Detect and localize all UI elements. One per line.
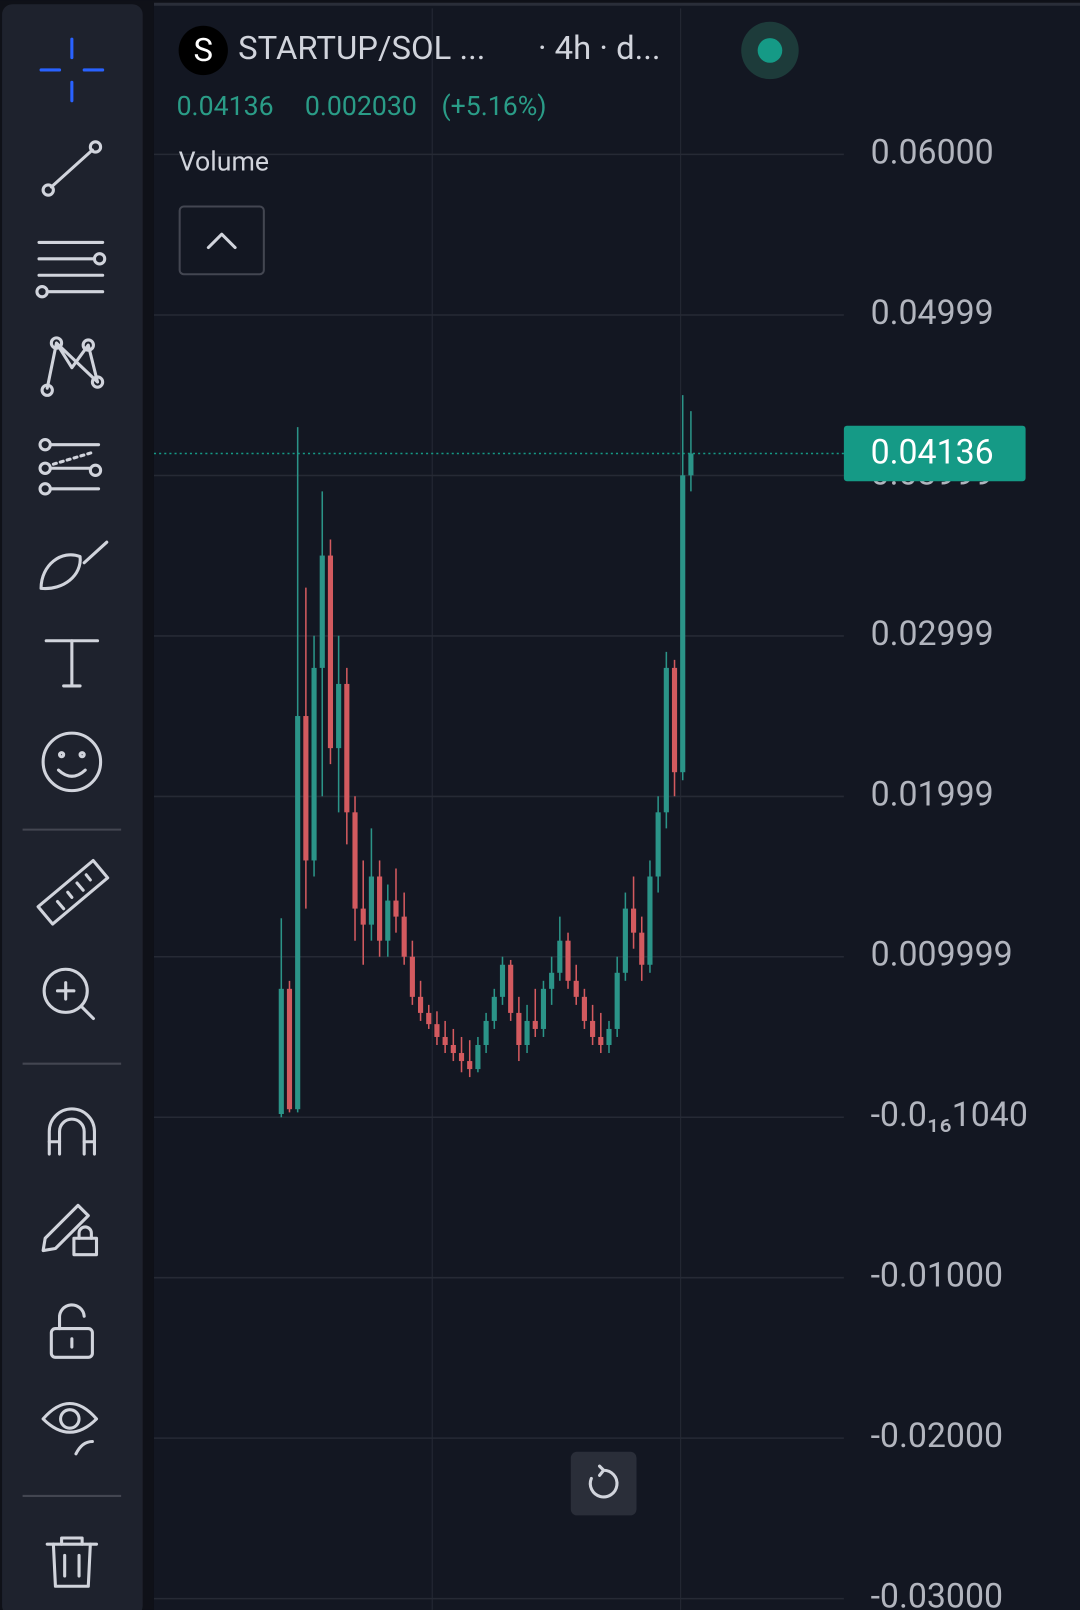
candle-body [344,683,350,813]
candle-body [377,876,383,941]
symbol-icon[interactable] [178,25,228,76]
candle-body [524,1020,530,1046]
candle-body [581,996,587,1021]
collapse-button[interactable] [178,205,265,276]
lock-drawings-tool[interactable] [41,1203,99,1257]
visibility-tool[interactable] [41,1402,99,1456]
y-tick-label: 0.04999 [871,294,994,333]
lock-tool[interactable] [49,1303,94,1359]
emoji-tool[interactable] [41,731,103,793]
candle-body [590,1020,596,1037]
candle-body [368,876,374,925]
candle-body [352,812,358,909]
candle-body [598,1036,604,1046]
candle-body [549,972,555,989]
candle-body [647,876,653,965]
candle-body [532,1020,538,1029]
candle-body [614,972,620,1029]
y-tick-label: 0.06000 [871,133,994,172]
candle-body [458,1053,465,1062]
y-tick-label: -0.03000 [871,1578,1003,1610]
candle-body [442,1036,448,1046]
indicator-name[interactable]: Volume [179,145,269,177]
crosshair-tool[interactable] [39,37,105,103]
y-tick-label: -0.01000 [871,1257,1003,1296]
candle-body [573,980,579,997]
delete-tool[interactable] [45,1536,99,1588]
candle-body [434,1024,440,1037]
grid [153,153,844,1600]
candle-body [483,1020,489,1046]
candle-body [655,812,661,877]
interval[interactable]: · 4h · d... [538,30,661,68]
candle-body [295,716,301,1110]
reset-icon [588,1464,619,1499]
change: 0.002030 [305,90,417,122]
ruler-tool[interactable] [36,858,110,926]
reset-button[interactable] [570,1451,637,1516]
magnet-tool[interactable] [47,1107,96,1156]
collapse-icon [206,232,237,250]
candle-body [622,908,628,973]
candle-body [336,683,342,749]
candle-body [319,555,325,668]
candle-body [401,916,407,957]
last-price-label: 0.04136 [871,433,994,472]
price-axis: 0.060000.049990.039990.029990.019990.009… [871,133,1028,1610]
candle-body [475,1045,481,1070]
toolbar [2,4,143,1610]
candle-body [663,667,669,813]
candle-body [630,908,637,933]
candle-body [286,988,293,1110]
candle-body [311,667,317,861]
pattern-tool[interactable] [40,336,105,397]
fib-tool[interactable] [35,240,107,299]
candle-body [540,988,547,1029]
candle-body [606,1028,612,1046]
y-tick-label: 0.009999 [871,936,1013,975]
symbol-name[interactable]: STARTUP/SOL ... [238,30,485,68]
symbol-icon-letter: S [194,32,214,70]
candle-body [327,555,334,749]
candle-body [680,475,686,773]
candle-body [508,964,514,1013]
candle-body [360,908,366,925]
y-tick-label: 0.01999 [871,775,994,814]
y-tick-label: -0.02000 [871,1417,1003,1456]
brush-tool[interactable] [39,540,109,590]
y-tick-label: 0.02999 [871,615,994,654]
last-price-header: 0.04136 [177,90,274,122]
text-tool[interactable] [44,639,100,688]
trend-line-tool[interactable] [41,140,103,197]
candle-body [491,996,497,1021]
candle-body [499,964,506,997]
candle-body [417,996,424,1013]
candle-body [450,1045,456,1054]
candles [278,395,694,1118]
prediction-tool[interactable] [38,437,103,496]
status-dot [757,38,783,63]
candle-body [426,1012,432,1025]
candle-body [565,940,571,981]
candle-body [393,900,399,917]
candle-body [467,1061,473,1070]
change-percent: (+5.16%) [441,90,546,122]
candle-body [639,932,645,965]
candle-body [557,940,563,973]
candle-body [409,956,415,997]
candle-body [278,988,284,1115]
candle-body [688,453,694,476]
last-price-tag [843,425,1026,482]
zoom-tool[interactable] [42,967,95,1021]
candle-body [671,667,678,773]
candle-body [516,1012,522,1046]
y-tick-label: -0.0₁₆1040 [871,1096,1028,1135]
candle-body [385,900,391,941]
candle-body [303,716,309,861]
